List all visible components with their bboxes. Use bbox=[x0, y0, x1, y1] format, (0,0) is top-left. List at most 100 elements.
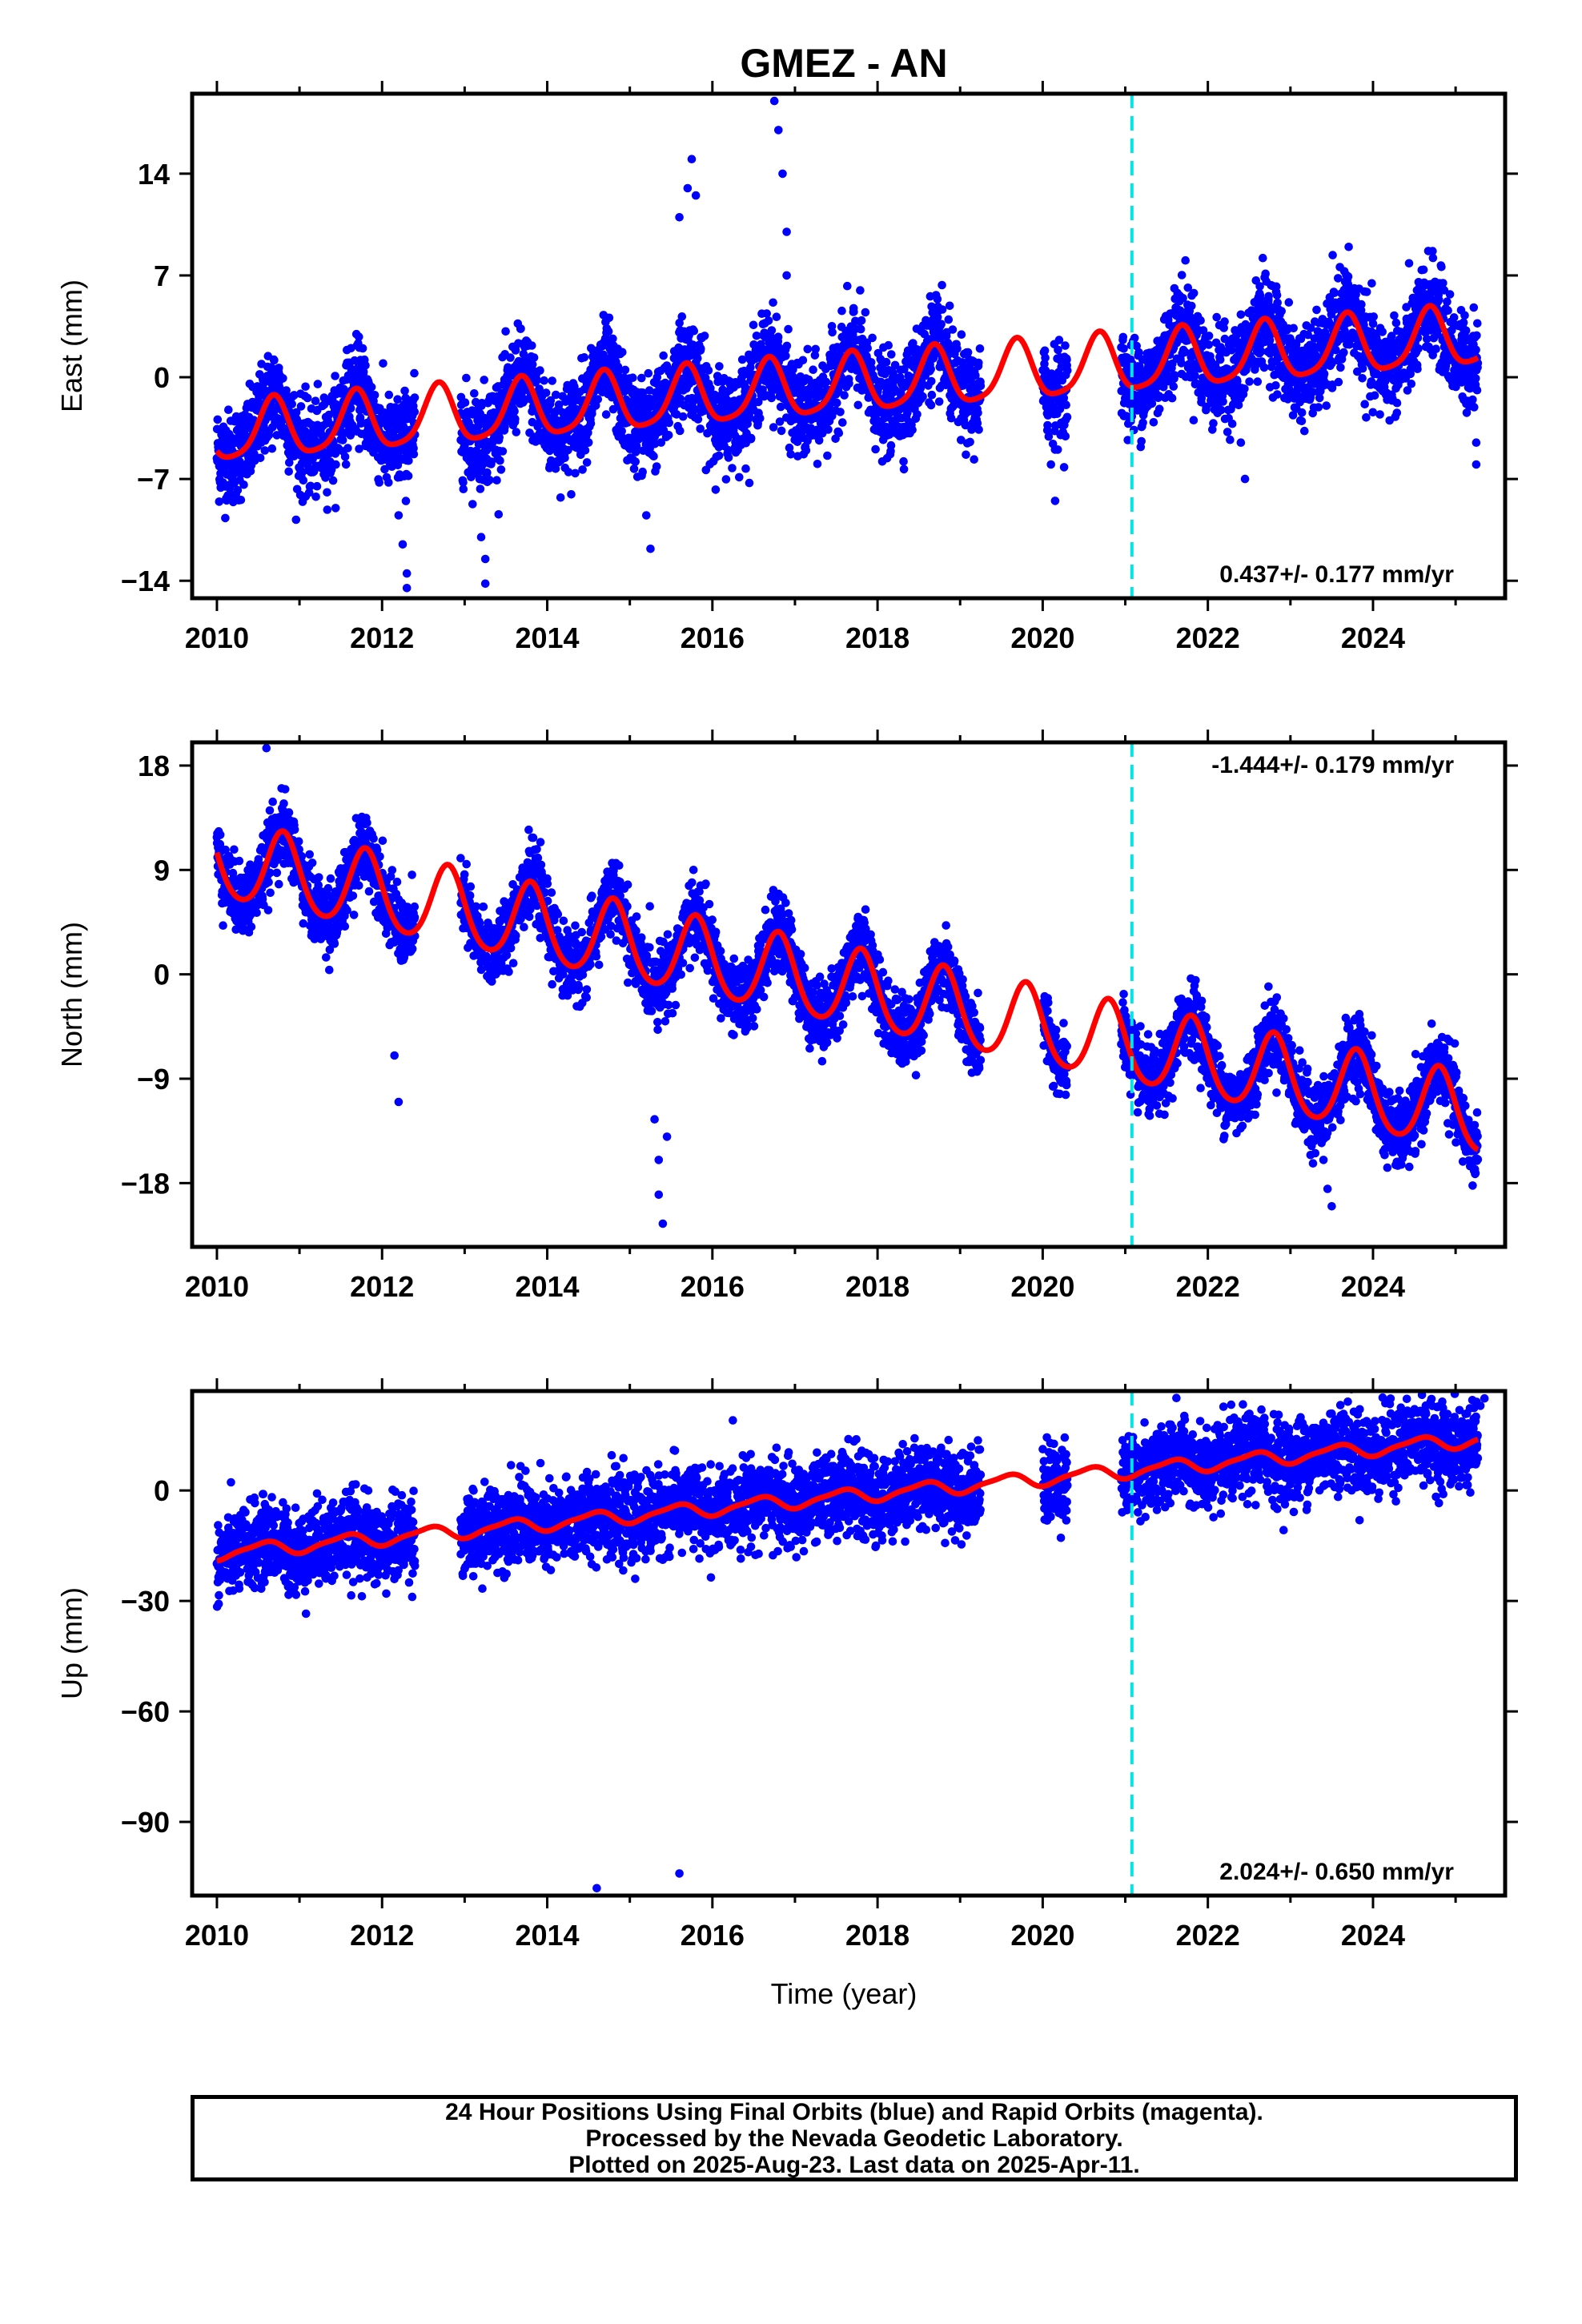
data-point bbox=[856, 286, 865, 295]
data-point bbox=[945, 301, 954, 311]
x-tick-label: 2020 bbox=[1010, 621, 1074, 654]
outlier-point bbox=[782, 271, 791, 280]
data-point bbox=[239, 480, 248, 489]
data-point bbox=[384, 478, 393, 487]
data-point bbox=[260, 446, 270, 455]
data-point bbox=[1119, 344, 1128, 353]
data-point bbox=[664, 431, 673, 440]
data-point bbox=[948, 325, 958, 334]
data-point bbox=[290, 391, 299, 400]
data-point bbox=[628, 373, 637, 383]
data-point bbox=[938, 280, 946, 290]
data-points-east bbox=[212, 96, 1483, 593]
data-point bbox=[1261, 269, 1270, 279]
data-point bbox=[1215, 355, 1225, 364]
data-point bbox=[938, 305, 947, 314]
data-point bbox=[1445, 290, 1455, 299]
data-point bbox=[328, 476, 338, 485]
data-point bbox=[285, 458, 294, 467]
data-point bbox=[564, 445, 572, 455]
data-point bbox=[496, 465, 506, 474]
data-point bbox=[410, 393, 420, 402]
data-point bbox=[1271, 282, 1281, 292]
data-point bbox=[638, 467, 647, 476]
data-point bbox=[1137, 436, 1146, 446]
data-point bbox=[752, 332, 761, 340]
data-point bbox=[346, 431, 355, 440]
data-point bbox=[676, 394, 685, 404]
outlier-point bbox=[1472, 438, 1481, 447]
data-point bbox=[620, 365, 630, 375]
data-point bbox=[564, 468, 573, 476]
data-point bbox=[312, 481, 322, 491]
data-point bbox=[284, 467, 294, 476]
outlier-point bbox=[687, 155, 697, 163]
data-point bbox=[1378, 328, 1387, 336]
data-point bbox=[1273, 390, 1282, 399]
x-tick-label: 2012 bbox=[350, 621, 414, 654]
data-point bbox=[754, 397, 763, 407]
data-point bbox=[676, 426, 685, 436]
data-point bbox=[1443, 297, 1452, 307]
data-point bbox=[801, 446, 811, 455]
data-point bbox=[1169, 382, 1178, 391]
data-point bbox=[580, 445, 590, 455]
data-point bbox=[1240, 384, 1249, 393]
data-point bbox=[1367, 279, 1376, 288]
outlier-point bbox=[480, 554, 490, 564]
data-point bbox=[871, 444, 880, 454]
data-point bbox=[409, 449, 419, 459]
data-point bbox=[881, 357, 891, 367]
data-point bbox=[838, 418, 847, 427]
data-point bbox=[1149, 418, 1158, 427]
data-point bbox=[629, 464, 639, 473]
data-point bbox=[1054, 345, 1062, 355]
data-point bbox=[758, 385, 767, 394]
data-point bbox=[510, 407, 519, 416]
data-point bbox=[1375, 410, 1384, 419]
data-point bbox=[957, 330, 966, 340]
data-point bbox=[1469, 303, 1479, 312]
data-point bbox=[323, 505, 332, 514]
data-point bbox=[275, 384, 284, 392]
data-point bbox=[580, 353, 589, 362]
data-point bbox=[250, 449, 259, 458]
data-point bbox=[556, 493, 565, 502]
data-point bbox=[355, 332, 363, 341]
data-point bbox=[528, 360, 537, 369]
data-point bbox=[1460, 311, 1469, 320]
data-point bbox=[370, 391, 379, 400]
data-point bbox=[1053, 445, 1062, 454]
x-tick-label: 2014 bbox=[515, 621, 579, 654]
data-point bbox=[724, 453, 733, 462]
data-point bbox=[1236, 310, 1246, 320]
x-tick-label: 2018 bbox=[845, 621, 909, 654]
data-point bbox=[1209, 419, 1218, 428]
data-point bbox=[1177, 271, 1186, 279]
data-point bbox=[975, 344, 985, 353]
data-point bbox=[1189, 288, 1199, 298]
data-point bbox=[501, 327, 510, 336]
data-point bbox=[1189, 416, 1199, 424]
data-point bbox=[500, 423, 509, 432]
data-point bbox=[379, 359, 387, 368]
data-point bbox=[1061, 432, 1070, 441]
data-point bbox=[1369, 312, 1378, 321]
data-point bbox=[821, 377, 831, 387]
data-point bbox=[1449, 313, 1459, 322]
data-point bbox=[1253, 377, 1263, 386]
data-point bbox=[644, 368, 653, 378]
data-point bbox=[306, 481, 315, 491]
outlier-point bbox=[1472, 460, 1481, 469]
data-point bbox=[937, 320, 946, 329]
x-tick-label: 2024 bbox=[1341, 621, 1405, 654]
data-point bbox=[899, 464, 909, 474]
outlier-point bbox=[398, 540, 408, 549]
data-point bbox=[782, 341, 792, 351]
data-point bbox=[359, 368, 368, 376]
data-point bbox=[711, 485, 721, 494]
data-point bbox=[1271, 381, 1280, 390]
data-point bbox=[934, 397, 944, 406]
data-point bbox=[811, 344, 820, 354]
data-point bbox=[323, 488, 331, 497]
